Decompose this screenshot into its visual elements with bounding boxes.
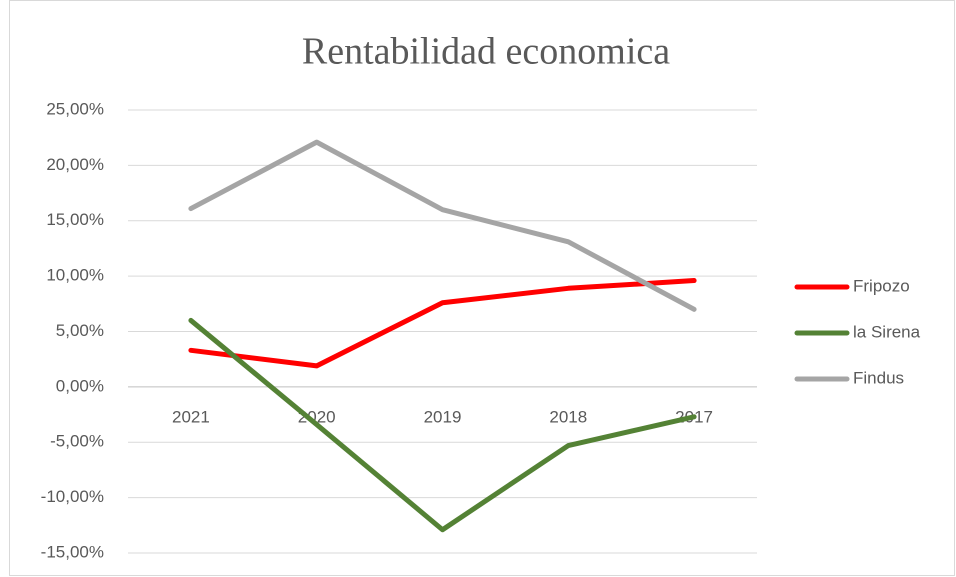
x-tick-label: 2018 bbox=[549, 407, 587, 426]
y-tick-label: 25,00% bbox=[46, 99, 104, 118]
legend-label: Findus bbox=[853, 368, 904, 387]
y-tick-label: 0,00% bbox=[56, 376, 104, 395]
x-tick-label: 2021 bbox=[172, 407, 210, 426]
data-line bbox=[188, 139, 697, 312]
y-tick-label: 10,00% bbox=[46, 266, 104, 285]
y-tick-label: 5,00% bbox=[56, 321, 104, 340]
data-line bbox=[188, 278, 697, 369]
legend-label: la Sirena bbox=[853, 322, 921, 341]
y-tick-label: 20,00% bbox=[46, 155, 104, 174]
y-tick-label: -5,00% bbox=[50, 432, 104, 451]
y-tick-label: -10,00% bbox=[41, 487, 104, 506]
y-tick-label: 15,00% bbox=[46, 210, 104, 229]
chart-title: Rentabilidad economica bbox=[302, 31, 670, 73]
data-line bbox=[188, 317, 697, 533]
legend-label: Fripozo bbox=[853, 276, 910, 295]
x-tick-label: 2020 bbox=[298, 407, 336, 426]
y-tick-label: -15,00% bbox=[41, 542, 104, 561]
x-tick-label: 2019 bbox=[424, 407, 462, 426]
